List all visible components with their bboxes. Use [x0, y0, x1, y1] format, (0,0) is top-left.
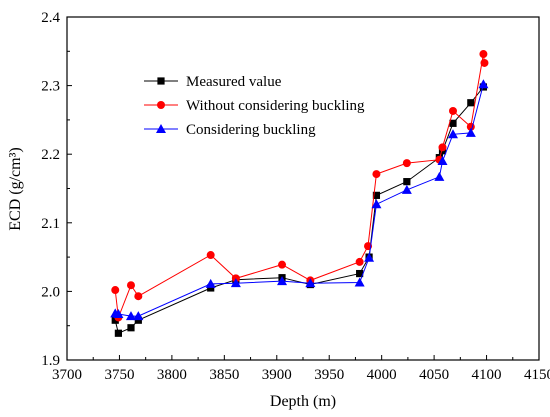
data-point: [277, 276, 288, 286]
x-tick-label: 3900: [262, 367, 292, 383]
data-point: [434, 171, 445, 181]
y-tick-labels: 1.9 2.0 2.1 2.2 2.3 2.4: [41, 10, 60, 369]
legend: Measured value Without considering buckli…: [144, 74, 365, 138]
x-tick-label: 3800: [157, 367, 187, 383]
data-point: [127, 324, 135, 332]
x-tick-label: 3700: [52, 367, 82, 383]
data-point: [134, 292, 143, 301]
y-tick-label: 2.4: [41, 10, 60, 26]
axis-ticks: [66, 16, 540, 361]
data-point: [480, 58, 489, 67]
data-point: [114, 329, 122, 337]
data-point: [403, 178, 411, 186]
legend-marker: [156, 124, 166, 133]
legend-label: Considering buckling: [186, 122, 316, 138]
data-point: [111, 286, 120, 295]
y-tick-label: 2.3: [41, 79, 60, 95]
data-point: [371, 199, 382, 209]
data-point: [205, 278, 216, 288]
data-point: [133, 311, 144, 321]
data-point: [356, 269, 364, 278]
data-point: [402, 159, 411, 168]
data-point: [278, 260, 287, 269]
data-point: [134, 316, 142, 324]
data-point: [448, 106, 457, 115]
y-axis-title: ECD (g/cm³): [7, 147, 24, 230]
data-point: [364, 252, 375, 262]
plot-area: [66, 16, 540, 361]
data-point: [207, 284, 215, 292]
x-tick-label: 4000: [367, 367, 397, 383]
legend-item: Without considering buckling: [144, 98, 365, 114]
x-tick-label: 3750: [104, 367, 134, 383]
data-point: [126, 281, 135, 290]
data-point: [372, 170, 381, 179]
x-tick-label: 4050: [419, 367, 449, 383]
data-point: [465, 127, 476, 137]
y-tick-label: 2.2: [41, 147, 60, 163]
data-point: [447, 129, 458, 139]
legend-marker: [157, 77, 165, 85]
x-tick-labels: 3700 3750 3800 3850 3900 3950 4000 4050 4100 4150: [52, 367, 550, 383]
data-point: [305, 278, 316, 288]
legend-item: Measured value: [144, 74, 282, 90]
y-tick-label: 2.1: [41, 216, 60, 232]
data-point: [113, 309, 124, 319]
data-point: [478, 79, 489, 89]
y-tick-label: 1.9: [41, 353, 60, 369]
series-triangle: [110, 79, 489, 321]
data-point: [354, 277, 365, 287]
x-tick-label: 4150: [524, 367, 550, 383]
data-point: [206, 251, 215, 260]
data-point: [230, 278, 241, 288]
x-tick-label: 3850: [209, 367, 239, 383]
data-point: [449, 119, 457, 127]
series-layer: [110, 50, 489, 337]
legend-label: Without considering buckling: [186, 98, 365, 114]
data-point: [111, 316, 119, 324]
legend-marker: [157, 101, 165, 109]
y-tick-label: 2.0: [41, 284, 60, 300]
x-tick-label: 4100: [472, 367, 502, 383]
data-point: [355, 257, 364, 266]
data-point: [401, 184, 412, 194]
data-point: [372, 191, 381, 199]
data-point: [467, 99, 475, 107]
data-point: [125, 311, 136, 321]
x-axis-title: Depth (m): [270, 393, 336, 410]
data-point: [437, 156, 448, 166]
data-point: [438, 143, 447, 152]
data-point: [479, 50, 488, 59]
x-tick-label: 3950: [314, 367, 344, 383]
legend-item: Considering buckling: [144, 122, 316, 138]
legend-label: Measured value: [186, 74, 282, 90]
